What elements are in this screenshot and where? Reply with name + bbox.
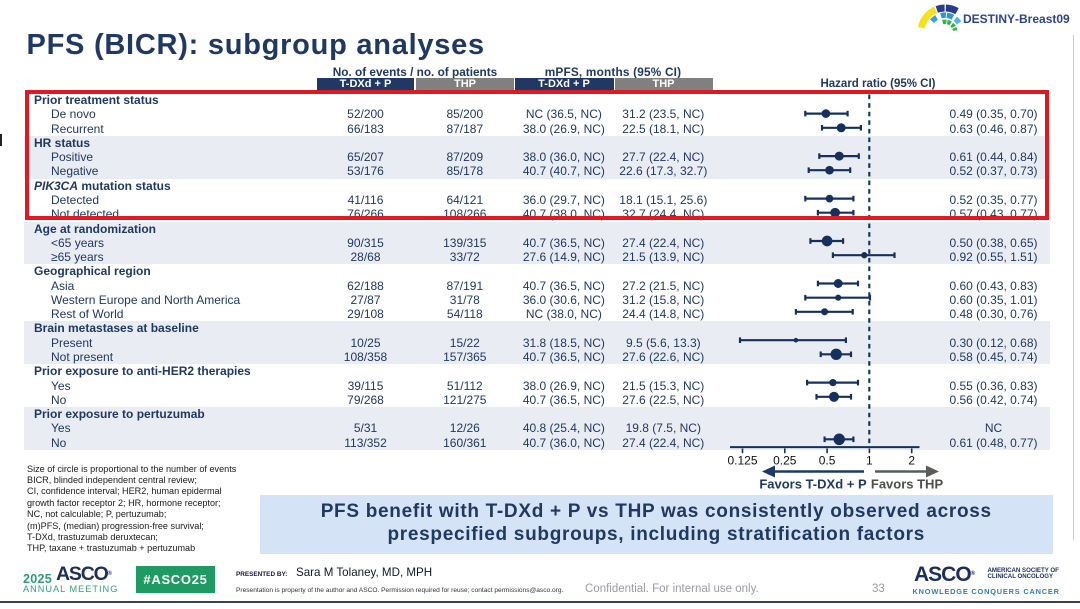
svg-text:1: 1 bbox=[866, 454, 873, 468]
svg-text:0.125: 0.125 bbox=[727, 454, 757, 468]
svg-text:Favors THP: Favors THP bbox=[871, 477, 944, 492]
svg-text:Favors T-DXd + P: Favors T-DXd + P bbox=[759, 477, 867, 492]
svg-text:2: 2 bbox=[908, 454, 915, 468]
svg-text:0.5: 0.5 bbox=[819, 454, 836, 468]
svg-text:0.25: 0.25 bbox=[773, 454, 797, 468]
